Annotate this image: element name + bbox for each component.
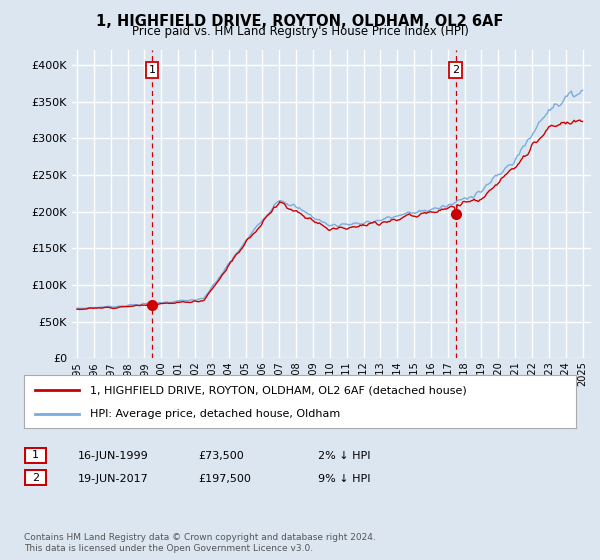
Text: 1, HIGHFIELD DRIVE, ROYTON, OLDHAM, OL2 6AF: 1, HIGHFIELD DRIVE, ROYTON, OLDHAM, OL2 … [97, 14, 503, 29]
Text: 1: 1 [149, 65, 156, 75]
Text: Price paid vs. HM Land Registry's House Price Index (HPI): Price paid vs. HM Land Registry's House … [131, 25, 469, 38]
Text: Contains HM Land Registry data © Crown copyright and database right 2024.
This d: Contains HM Land Registry data © Crown c… [24, 533, 376, 553]
Text: 1: 1 [32, 450, 39, 460]
Text: 19-JUN-2017: 19-JUN-2017 [78, 474, 149, 484]
Text: £197,500: £197,500 [198, 474, 251, 484]
Text: 9% ↓ HPI: 9% ↓ HPI [318, 474, 371, 484]
Text: £73,500: £73,500 [198, 451, 244, 461]
Text: 2% ↓ HPI: 2% ↓ HPI [318, 451, 371, 461]
Text: 1, HIGHFIELD DRIVE, ROYTON, OLDHAM, OL2 6AF (detached house): 1, HIGHFIELD DRIVE, ROYTON, OLDHAM, OL2 … [90, 385, 467, 395]
Text: HPI: Average price, detached house, Oldham: HPI: Average price, detached house, Oldh… [90, 408, 340, 418]
Text: 16-JUN-1999: 16-JUN-1999 [78, 451, 149, 461]
Text: 2: 2 [452, 65, 459, 75]
Text: 2: 2 [32, 473, 39, 483]
